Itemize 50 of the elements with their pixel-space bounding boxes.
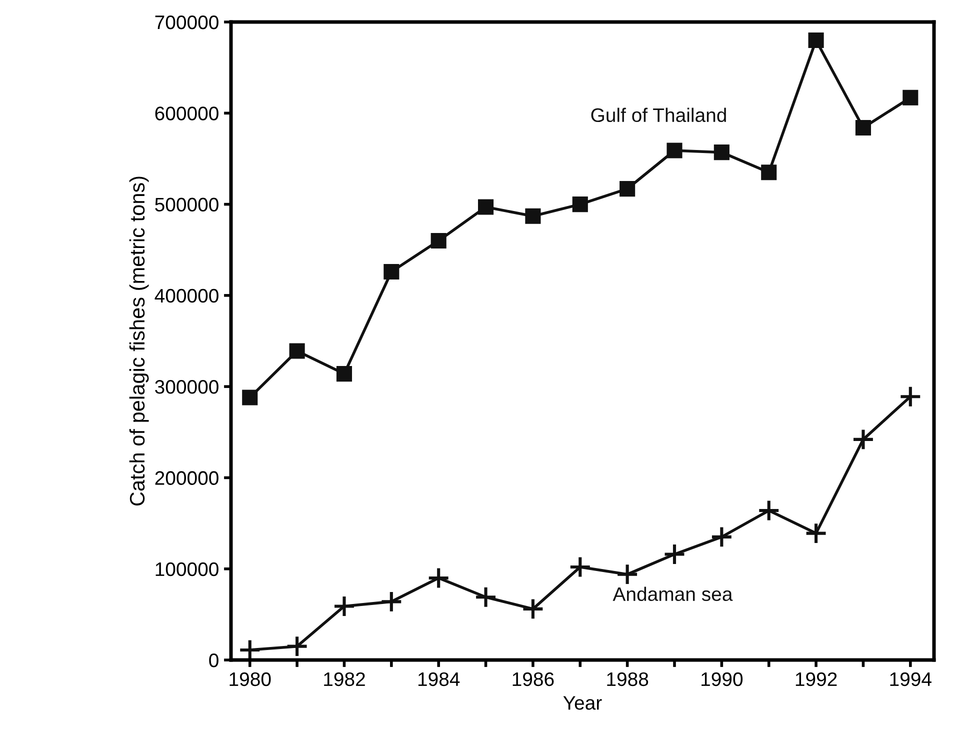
x-tick-label: 1982 bbox=[324, 672, 365, 686]
y-axis-title: Catch of pelagic fishes (metric tons) bbox=[129, 176, 149, 506]
point bbox=[384, 264, 400, 280]
y-tick-label: 200000 bbox=[155, 471, 218, 485]
point bbox=[380, 590, 403, 613]
point bbox=[666, 142, 682, 158]
point bbox=[572, 196, 588, 212]
y-tick-label: 500000 bbox=[155, 198, 218, 212]
x-tick-label: 1984 bbox=[418, 672, 460, 686]
point bbox=[761, 164, 777, 180]
point bbox=[902, 90, 918, 106]
point bbox=[620, 181, 636, 197]
point bbox=[525, 208, 541, 224]
y-tick-label: 0 bbox=[209, 653, 218, 668]
point bbox=[568, 556, 592, 578]
point bbox=[430, 232, 446, 249]
point bbox=[286, 635, 308, 658]
x-tick-label: 1992 bbox=[796, 672, 837, 686]
y-tick-label: 700000 bbox=[155, 15, 218, 30]
x-axis-title: Year bbox=[563, 696, 602, 710]
x-tick-label: 1986 bbox=[512, 672, 554, 686]
point bbox=[804, 522, 828, 545]
point bbox=[852, 428, 874, 451]
point bbox=[332, 594, 356, 618]
point bbox=[289, 343, 305, 359]
point bbox=[808, 32, 824, 48]
point bbox=[663, 543, 686, 566]
point bbox=[899, 385, 922, 408]
y-tick-label: 400000 bbox=[154, 288, 218, 303]
series-label: Andaman sea bbox=[612, 586, 733, 602]
point bbox=[710, 526, 733, 548]
point bbox=[522, 598, 544, 620]
point bbox=[855, 120, 872, 136]
y-tick-label: 300000 bbox=[155, 380, 218, 394]
y-tick-label: 100000 bbox=[156, 562, 218, 576]
point bbox=[238, 638, 262, 660]
x-tick-label: 1990 bbox=[702, 672, 743, 686]
point bbox=[758, 499, 780, 522]
series-label: Gulf of Thailand bbox=[591, 108, 726, 122]
point bbox=[336, 366, 352, 382]
x-tick-label: 1988 bbox=[607, 672, 648, 686]
point bbox=[474, 586, 498, 608]
point bbox=[714, 144, 730, 160]
x-tick-label: 1994 bbox=[890, 672, 932, 686]
point bbox=[616, 563, 639, 586]
y-tick-label: 600000 bbox=[155, 106, 218, 120]
point bbox=[427, 566, 450, 590]
x-tick-label: 1980 bbox=[230, 672, 271, 686]
point bbox=[242, 390, 258, 406]
point bbox=[478, 199, 494, 215]
